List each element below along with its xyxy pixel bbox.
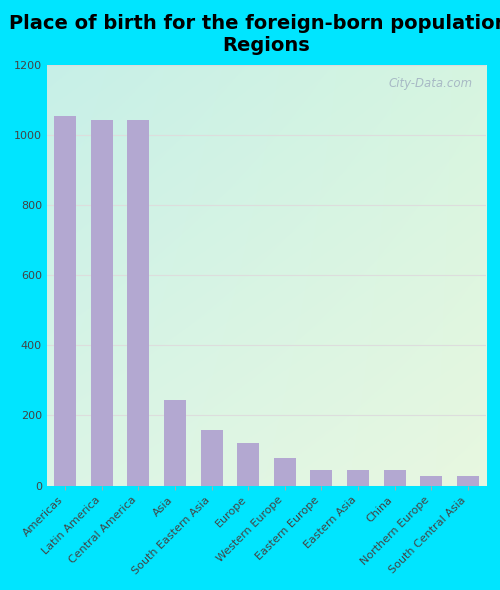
Bar (310, 470, 332, 486)
Bar (347, 470, 369, 486)
Bar (91, 120, 113, 486)
Bar (274, 458, 296, 486)
Text: City-Data.com: City-Data.com (389, 77, 473, 90)
Bar (457, 476, 479, 486)
Bar (128, 120, 150, 486)
Bar (237, 443, 259, 486)
Bar (164, 399, 186, 486)
Bar (420, 476, 442, 486)
Bar (200, 430, 222, 486)
Bar (54, 116, 76, 486)
Title: Place of birth for the foreign-born population -
Regions: Place of birth for the foreign-born popu… (10, 14, 500, 55)
Bar (384, 470, 406, 486)
